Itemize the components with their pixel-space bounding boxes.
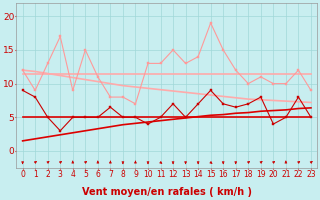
X-axis label: Vent moyen/en rafales ( km/h ): Vent moyen/en rafales ( km/h ) — [82, 187, 252, 197]
